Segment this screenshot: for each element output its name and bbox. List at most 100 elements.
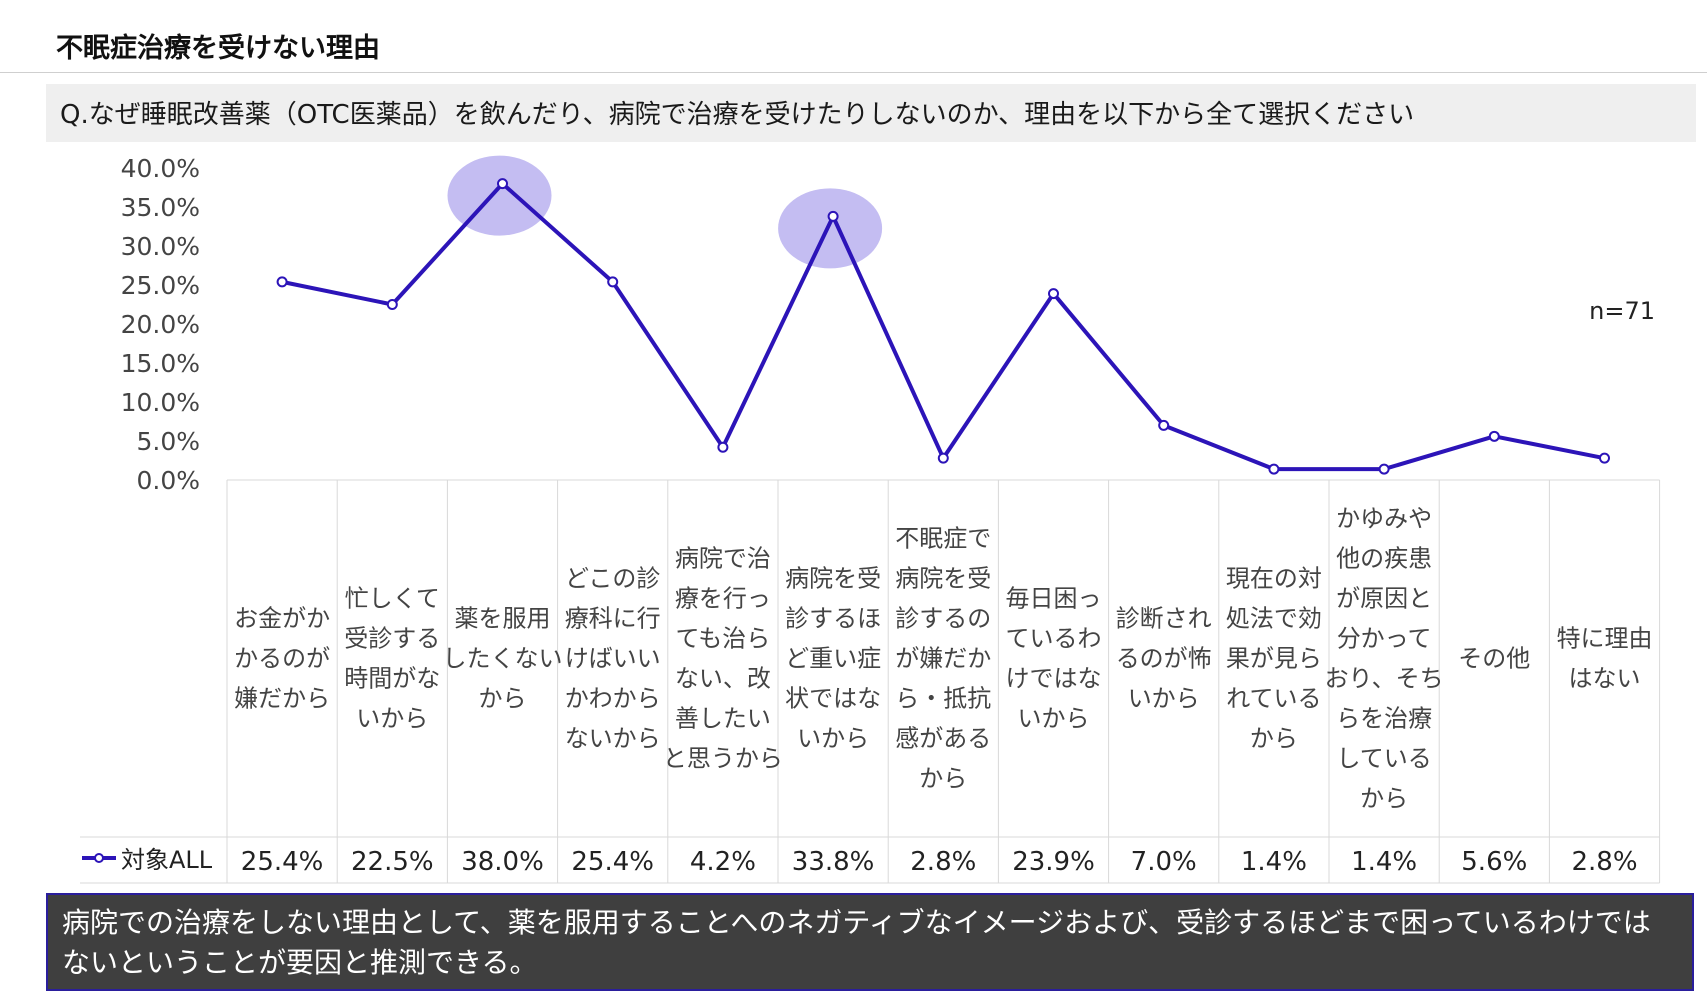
y-tick-label: 10.0% (121, 388, 200, 417)
category-label-line: 受診する (344, 625, 440, 653)
category-label-line: が原因と (1336, 585, 1432, 613)
title-divider (0, 72, 1707, 73)
y-tick-label: 30.0% (121, 232, 200, 261)
legend-label: 対象ALL (121, 846, 213, 874)
category-label: お金がかかるのが嫌だから (234, 605, 330, 713)
category-label-line: 療を行っ (675, 585, 771, 613)
data-point (1488, 430, 1500, 442)
data-point (607, 276, 619, 288)
data-point (1268, 463, 1280, 475)
category-label-line: かゆみや (1336, 505, 1432, 533)
category-label-line: 処法で効 (1226, 605, 1322, 633)
category-label-line: お金がか (234, 605, 330, 633)
category-label-line: 病院で治 (675, 545, 771, 573)
category-label: 不眠症で病院を受診するのが嫌だから・抵抗感があるから (895, 525, 991, 793)
category-label-line: 診するほ (785, 605, 881, 633)
category-label-line: から (479, 685, 527, 713)
category-label-line: いから (356, 705, 428, 733)
highlight-ellipse (778, 188, 883, 269)
category-label-line: 分かって (1337, 625, 1432, 653)
data-point (937, 452, 949, 464)
category-label-line: から (1250, 725, 1298, 753)
category-label-line: はない (1569, 665, 1641, 693)
category-label-line: ら・抵抗 (895, 685, 991, 713)
category-label-line: ないから (565, 725, 661, 753)
category-label-line: いから (797, 725, 869, 753)
data-value-label: 1.4% (1241, 847, 1307, 877)
category-label-line: 薬を服用 (455, 605, 551, 633)
survey-question: Q.なぜ睡眠改善薬（OTC医薬品）を飲んだり、病院で治療を受けたりしないのか、理… (46, 84, 1696, 142)
category-label-line: と思うから (663, 745, 783, 773)
category-label: 診断されるのが怖いから (1116, 605, 1212, 713)
category-label: かゆみや他の疾患が原因と分かっており、そちらを治療しているから (1325, 505, 1444, 813)
data-value-label: 25.4% (241, 847, 324, 877)
line-chart: 0.0% 5.0% 10.0% 15.0% 20.0% 25.0% 30.0% 35.0% 40… (80, 154, 1661, 884)
category-label-line: けばいい (565, 645, 661, 673)
category-label-line: 病院を受 (785, 565, 881, 593)
y-tick-label: 35.0% (121, 193, 200, 222)
y-tick-label: 25.0% (121, 271, 200, 300)
data-value-label: 33.8% (792, 847, 875, 877)
category-label-line: 診するの (895, 605, 991, 633)
data-value-label: 25.4% (571, 847, 654, 877)
data-value-label: 7.0% (1131, 847, 1197, 877)
y-tick-label: 40.0% (121, 154, 200, 183)
category-label-line: 時間がな (344, 665, 440, 693)
data-point (276, 276, 288, 288)
data-point (827, 210, 839, 222)
data-value-label: 2.8% (1571, 847, 1637, 877)
data-point (497, 178, 508, 190)
legend-marker (94, 853, 104, 863)
category-label-line: いから (1018, 705, 1090, 733)
category-label: その他 (1458, 645, 1530, 673)
sample-size-label: n=71 (1589, 297, 1655, 325)
category-label-line: らを治療 (1336, 705, 1432, 733)
category-label-line: いから (1128, 685, 1200, 713)
category-label-line: るのが怖 (1116, 645, 1212, 673)
category-label-line: 善したい (675, 705, 771, 733)
category-label-line: かるのが (234, 645, 330, 673)
category-label-line: ど重い症 (785, 645, 881, 673)
data-point (1378, 463, 1390, 475)
data-value-label: 23.9% (1012, 847, 1095, 877)
data-value-label: 1.4% (1351, 847, 1417, 877)
category-label-line: ても治ら (675, 625, 770, 653)
category-label-line: 他の疾患 (1336, 545, 1432, 573)
y-tick-label: 0.0% (136, 466, 200, 495)
category-label-line: 忙しくて (345, 585, 440, 613)
highlight-ellipse (447, 155, 552, 236)
category-label: 現在の対処法で効果が見られているから (1226, 565, 1322, 753)
category-label-line: したくない (443, 645, 563, 673)
category-label-line: している (1336, 745, 1431, 773)
data-value-label: 2.8% (910, 847, 976, 877)
category-label: 薬を服用したくないから (443, 605, 563, 713)
category-label-line: 感がある (895, 725, 991, 753)
y-tick-label: 20.0% (121, 310, 200, 339)
data-point (1158, 419, 1170, 431)
category-label: 毎日困っているわけではないから (1006, 585, 1102, 733)
category-label-line: れている (1226, 685, 1321, 713)
y-tick-label: 5.0% (136, 427, 200, 456)
category-label: 病院で治療を行っても治らない、改善したいと思うから (663, 545, 783, 773)
page-title: 不眠症治療を受けない理由 (56, 33, 380, 64)
category-label-line: ない、改 (675, 665, 771, 693)
category-label: 特に理由はない (1557, 625, 1653, 693)
category-label-line: 毎日困っ (1006, 585, 1102, 613)
data-point (717, 441, 729, 453)
data-value-label: 22.5% (351, 847, 434, 877)
y-tick-label: 15.0% (121, 349, 200, 378)
category-label-line: から (919, 765, 967, 793)
data-point (1048, 288, 1059, 300)
category-label-line: 果が見ら (1226, 645, 1322, 673)
category-label-line: ているわ (1006, 625, 1102, 653)
conclusion-box: 病院での治療をしない理由として、薬を服用することへのネガティブなイメージおよび、… (46, 893, 1694, 991)
category-label-line: けではな (1006, 665, 1102, 693)
data-value-label: 4.2% (690, 847, 756, 877)
data-point (386, 299, 398, 310)
data-point (1599, 452, 1610, 464)
category-label-line: 特に理由 (1557, 625, 1653, 653)
category-label-line: どこの診 (565, 565, 660, 593)
category-label-line: 嫌だから (234, 685, 330, 713)
category-label-line: 現在の対 (1226, 565, 1322, 593)
category-label-line: 不眠症で (895, 525, 991, 553)
